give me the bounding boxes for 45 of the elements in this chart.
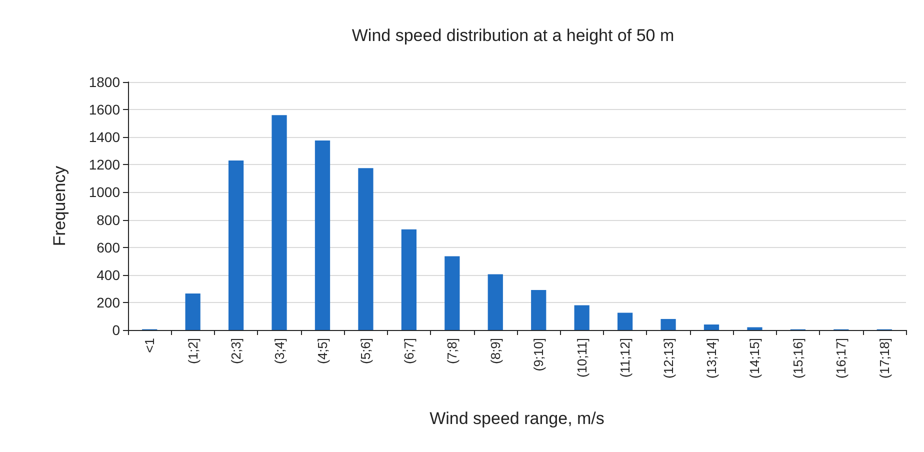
x-tick-label: (11;12] [618, 338, 633, 378]
bar [185, 293, 200, 330]
bar [272, 115, 287, 330]
x-tick-label: (8;9] [488, 338, 503, 364]
chart-title: Wind speed distribution at a height of 50 m [352, 26, 674, 45]
x-tick-label: (17;18] [876, 338, 892, 378]
y-tick-label: 600 [96, 239, 120, 256]
x-tick-label: (13;14] [704, 338, 719, 378]
x-tick-label: (10;11] [574, 338, 590, 378]
x-tick-label: <1 [142, 338, 158, 353]
bar [314, 140, 330, 330]
y-tick-label: 1800 [88, 74, 120, 90]
y-tick-label: 1200 [88, 156, 120, 173]
y-tick-label: 400 [96, 266, 120, 283]
y-tick-label: 1000 [88, 184, 120, 200]
x-tick-label: (12;13] [660, 338, 676, 378]
y-tick-label: 0 [112, 322, 120, 338]
bar [531, 290, 546, 330]
y-tick-label: 1400 [88, 129, 120, 146]
x-tick-label: (5;6] [358, 338, 374, 364]
x-axis-title: Wind speed range, m/s [430, 409, 604, 428]
bar [488, 274, 503, 330]
x-tick-label: (15;16] [790, 338, 806, 378]
x-tick-label: (1;2] [185, 338, 200, 364]
x-tick-label: (3;4] [272, 338, 287, 364]
y-axis-title: Frequency [50, 165, 69, 246]
bar [358, 168, 374, 330]
bar [401, 229, 417, 330]
bar [444, 256, 460, 330]
x-tick-label: (14;15] [747, 338, 762, 378]
bar [617, 312, 633, 330]
y-tick-label: 200 [96, 294, 120, 310]
x-tick-label: (16;17] [834, 338, 849, 378]
bar [660, 318, 676, 330]
x-tick-label: (9;10] [531, 338, 546, 372]
y-tick-label: 800 [96, 212, 120, 228]
x-tick-label: (2;3] [228, 338, 244, 364]
bar [574, 305, 590, 330]
bar [704, 324, 720, 330]
x-tick-label: (4;5] [315, 338, 330, 364]
x-tick-label: (7;8] [444, 338, 460, 364]
x-tick-label: (6;7] [401, 338, 416, 364]
y-tick-label: 1600 [88, 102, 120, 118]
bar [747, 327, 762, 330]
bar [228, 160, 244, 330]
